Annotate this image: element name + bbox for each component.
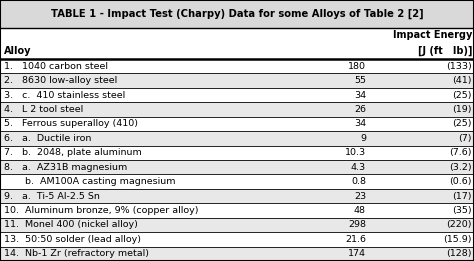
Text: 6.   a.  Ductile iron: 6. a. Ductile iron bbox=[4, 134, 91, 143]
Text: 9.   a.  Ti-5 Al-2.5 Sn: 9. a. Ti-5 Al-2.5 Sn bbox=[4, 192, 100, 200]
Text: 26: 26 bbox=[354, 105, 366, 114]
Text: 8.   a.  AZ31B magnesium: 8. a. AZ31B magnesium bbox=[4, 163, 127, 172]
Text: 34: 34 bbox=[354, 91, 366, 99]
Text: 3.   c.  410 stainless steel: 3. c. 410 stainless steel bbox=[4, 91, 125, 99]
Text: (25): (25) bbox=[453, 120, 472, 128]
Text: (128): (128) bbox=[447, 249, 472, 258]
Text: (19): (19) bbox=[453, 105, 472, 114]
Text: (25): (25) bbox=[453, 91, 472, 99]
Text: (17): (17) bbox=[453, 192, 472, 200]
Text: 180: 180 bbox=[348, 62, 366, 71]
Bar bbox=[0, 131, 474, 146]
Text: TABLE 1 - Impact Test (Charpy) Data for some Alloys of Table 2 [2]: TABLE 1 - Impact Test (Charpy) Data for … bbox=[51, 9, 423, 19]
Text: 14.  Nb-1 Zr (refractory metal): 14. Nb-1 Zr (refractory metal) bbox=[4, 249, 149, 258]
Text: (0.6): (0.6) bbox=[450, 177, 472, 186]
Bar bbox=[0, 146, 474, 160]
Text: 4.3: 4.3 bbox=[351, 163, 366, 172]
Bar bbox=[0, 189, 474, 203]
Text: 4.   L 2 tool steel: 4. L 2 tool steel bbox=[4, 105, 83, 114]
Text: 10.3: 10.3 bbox=[345, 148, 366, 157]
Text: 55: 55 bbox=[354, 76, 366, 85]
Text: 1.   1040 carbon steel: 1. 1040 carbon steel bbox=[4, 62, 108, 71]
Text: 23: 23 bbox=[354, 192, 366, 200]
Bar bbox=[0, 218, 474, 232]
Text: 48: 48 bbox=[354, 206, 366, 215]
Text: Impact Energy: Impact Energy bbox=[393, 30, 472, 40]
Text: 2.   8630 low-alloy steel: 2. 8630 low-alloy steel bbox=[4, 76, 117, 85]
Text: (15.9): (15.9) bbox=[444, 235, 472, 244]
Text: (133): (133) bbox=[447, 62, 472, 71]
Bar bbox=[0, 73, 474, 88]
Text: b.  AM100A casting magnesium: b. AM100A casting magnesium bbox=[4, 177, 175, 186]
Text: 7.   b.  2048, plate aluminum: 7. b. 2048, plate aluminum bbox=[4, 148, 142, 157]
Text: [J (ft   lb)]: [J (ft lb)] bbox=[418, 46, 472, 56]
Text: (220): (220) bbox=[447, 221, 472, 229]
Text: 21.6: 21.6 bbox=[345, 235, 366, 244]
Bar bbox=[0, 59, 474, 73]
Text: 10.  Aluminum bronze, 9% (copper alloy): 10. Aluminum bronze, 9% (copper alloy) bbox=[4, 206, 198, 215]
Text: 13.  50:50 solder (lead alloy): 13. 50:50 solder (lead alloy) bbox=[4, 235, 141, 244]
Bar bbox=[0, 160, 474, 174]
Bar bbox=[0, 0, 474, 28]
Text: 9: 9 bbox=[360, 134, 366, 143]
Text: 298: 298 bbox=[348, 221, 366, 229]
Text: (35): (35) bbox=[453, 206, 472, 215]
Text: 11.  Monel 400 (nickel alloy): 11. Monel 400 (nickel alloy) bbox=[4, 221, 137, 229]
Text: Alloy: Alloy bbox=[4, 46, 31, 56]
Text: 5.   Ferrous superalloy (410): 5. Ferrous superalloy (410) bbox=[4, 120, 138, 128]
Bar bbox=[0, 88, 474, 102]
Bar bbox=[0, 102, 474, 117]
Bar bbox=[0, 203, 474, 218]
Text: (41): (41) bbox=[453, 76, 472, 85]
Text: 0.8: 0.8 bbox=[351, 177, 366, 186]
Bar bbox=[0, 28, 474, 59]
Text: (7.6): (7.6) bbox=[450, 148, 472, 157]
Bar bbox=[0, 174, 474, 189]
Bar bbox=[0, 232, 474, 247]
Text: 174: 174 bbox=[348, 249, 366, 258]
Bar bbox=[0, 247, 474, 261]
Text: (3.2): (3.2) bbox=[449, 163, 472, 172]
Text: (7): (7) bbox=[459, 134, 472, 143]
Bar bbox=[0, 117, 474, 131]
Text: 34: 34 bbox=[354, 120, 366, 128]
